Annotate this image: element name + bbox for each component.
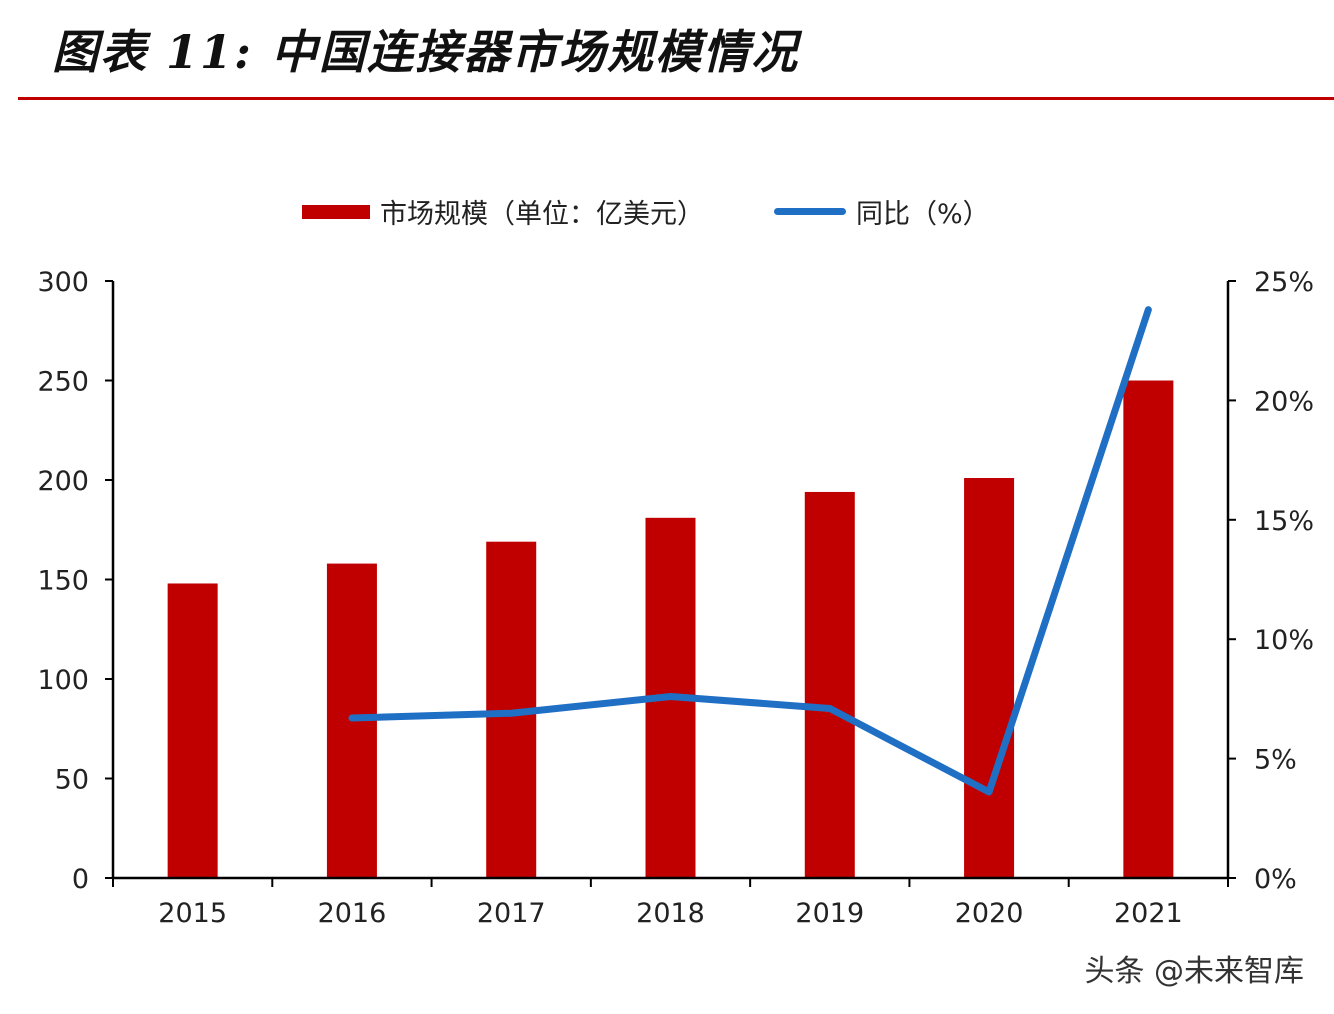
y-right-tick-label: 25% (1254, 267, 1314, 298)
legend-label-yoy: 同比（%） (856, 199, 990, 230)
legend-label-market-size: 市场规模（单位：亿美元） (380, 199, 704, 230)
yoy-line (348, 306, 1152, 796)
x-tick-label-2016: 2016 (318, 898, 387, 929)
x-tick-label-2015: 2015 (158, 898, 227, 929)
legend-item-yoy: 同比（%） (774, 192, 990, 231)
x-tick-label-2020: 2020 (955, 898, 1024, 929)
x-tick-label-2017: 2017 (477, 898, 546, 929)
chart-legend: 市场规模（单位：亿美元） 同比（%） (302, 192, 1060, 231)
bar-2019 (804, 491, 855, 878)
x-tick-label-2018: 2018 (636, 898, 705, 929)
y-left-tick-label: 150 (37, 566, 89, 597)
legend-swatch-bar (302, 204, 370, 219)
title-divider (18, 97, 1334, 100)
y-left-tick-label: 300 (37, 267, 89, 298)
x-tick-label-2019: 2019 (795, 898, 864, 929)
y-left-tick-label: 250 (37, 367, 89, 398)
bar-2021 (1123, 380, 1174, 878)
y-left-tick-label: 50 (55, 765, 89, 796)
y-right-tick-label: 10% (1254, 625, 1314, 656)
y-left-tick-label: 0 (72, 864, 89, 895)
y-right-tick-label: 0% (1254, 864, 1297, 895)
bar-2020 (964, 478, 1015, 878)
y-right-tick-label: 20% (1254, 386, 1314, 417)
y-right-tick-label: 15% (1254, 506, 1314, 537)
y-left-tick-label: 100 (37, 665, 89, 696)
watermark: 头条 @未来智库 (1084, 954, 1304, 989)
y-left-tick-label: 200 (37, 466, 89, 497)
bar-2015 (167, 583, 218, 878)
y-right-tick-label: 5% (1254, 745, 1297, 776)
x-tick-label-2021: 2021 (1114, 898, 1183, 929)
legend-item-market-size: 市场规模（单位：亿美元） (302, 192, 704, 231)
legend-swatch-line (774, 208, 846, 215)
chart-title: 图表 11: 中国连接器市场规模情况 (52, 25, 800, 79)
